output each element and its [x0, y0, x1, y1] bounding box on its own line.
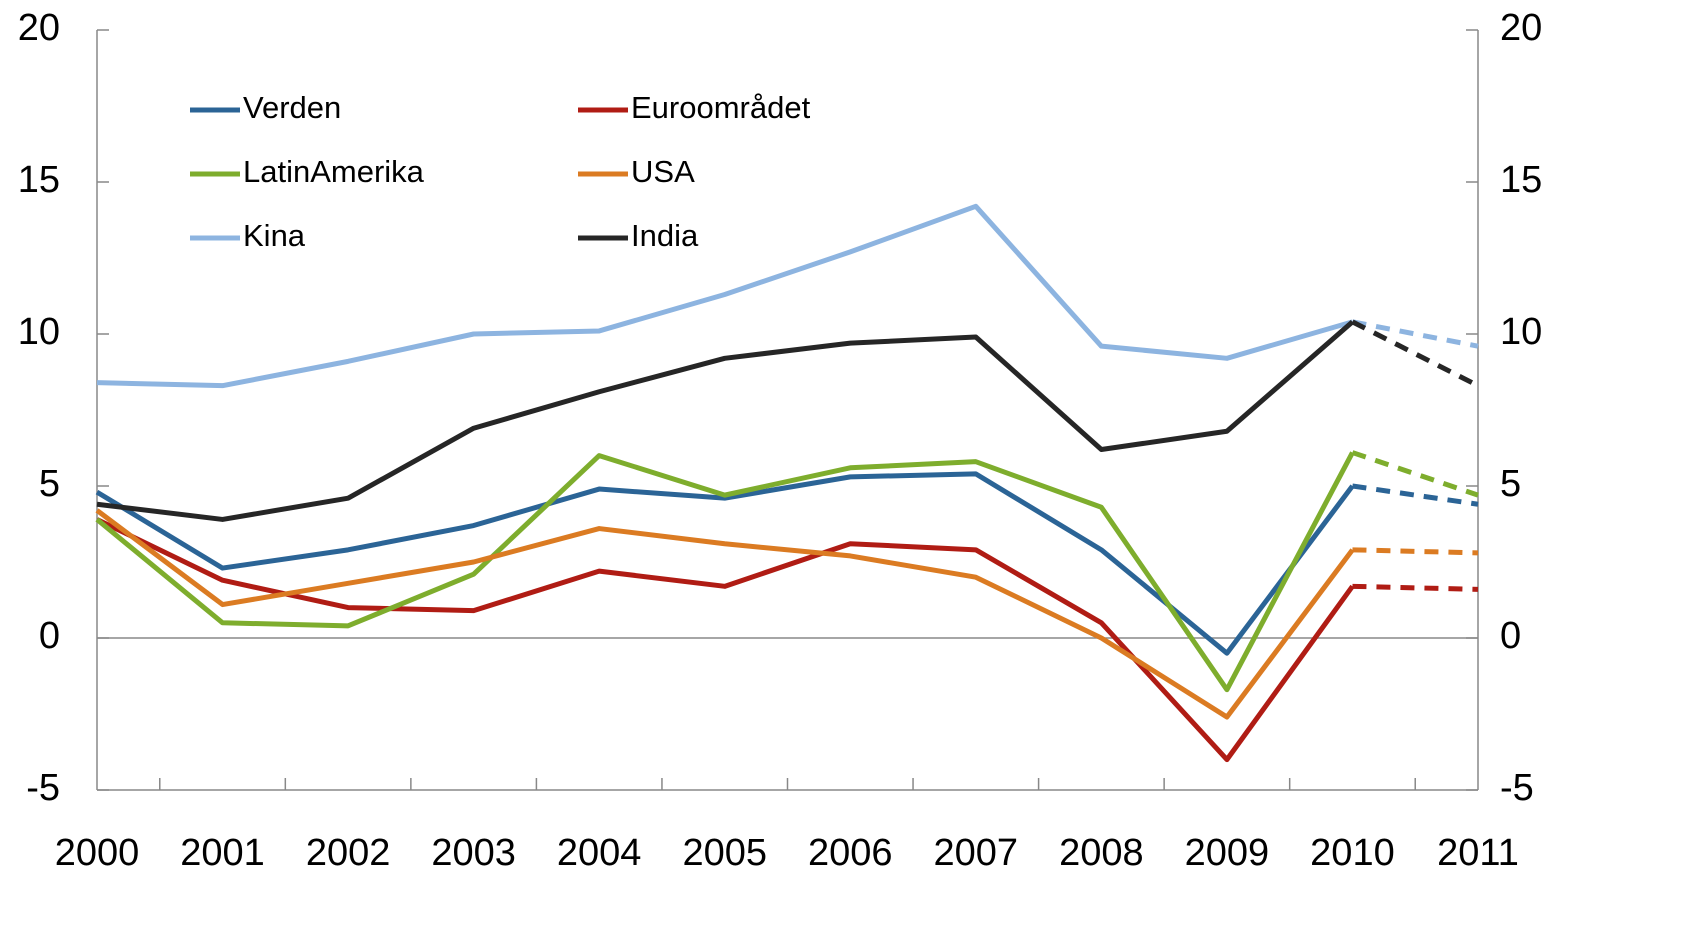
x-tick-label: 2003: [431, 832, 516, 874]
y-tick-label: 5: [39, 463, 60, 505]
x-tick-label: 2004: [557, 832, 642, 874]
legend-label: Kina: [243, 218, 306, 253]
y-tick-label: 20: [18, 7, 60, 49]
x-tick-label: 2000: [55, 832, 140, 874]
x-tick-label: 2002: [306, 832, 391, 874]
series-line: [96, 203, 1354, 389]
series-line: [96, 319, 1355, 522]
y2-tick-label: 10: [1500, 311, 1542, 353]
series-line: [95, 451, 1355, 693]
forecast-line: [1352, 483, 1479, 507]
x-tick-label: 2011: [1437, 832, 1519, 874]
forecast-line: [1352, 583, 1479, 592]
y-tick-label: 15: [18, 159, 60, 201]
x-tick-label: 2001: [180, 832, 265, 874]
x-tick-label: 2008: [1059, 832, 1144, 874]
x-tick-label: 2007: [934, 832, 1019, 874]
x-tick-label: 2005: [682, 832, 767, 874]
series-line: [95, 508, 1355, 720]
forecast-line: [1351, 319, 1480, 388]
forecast-line: [1352, 547, 1479, 556]
legend-label: Verden: [243, 90, 341, 125]
legend-label: LatinAmerika: [243, 154, 425, 189]
y-tick-label: 0: [39, 615, 60, 657]
legend-label: India: [631, 218, 699, 253]
x-tick-label: 2010: [1310, 832, 1395, 874]
legend-label: USA: [631, 154, 695, 189]
x-tick-label: 2009: [1185, 832, 1270, 874]
forecast-line: [1351, 319, 1479, 349]
y2-tick-label: -5: [1500, 767, 1534, 809]
y2-tick-label: 5: [1500, 463, 1521, 505]
y-tick-label: 10: [18, 311, 60, 353]
forecast-line: [1351, 450, 1479, 498]
series-line: [95, 471, 1355, 656]
y2-tick-label: 15: [1500, 159, 1542, 201]
series-line: [95, 517, 1355, 763]
y2-tick-label: 0: [1500, 615, 1521, 657]
y2-tick-label: 20: [1500, 7, 1542, 49]
legend-label: Euroområdet: [631, 90, 811, 125]
x-tick-label: 2006: [808, 832, 893, 874]
y-tick-label: -5: [26, 767, 60, 809]
